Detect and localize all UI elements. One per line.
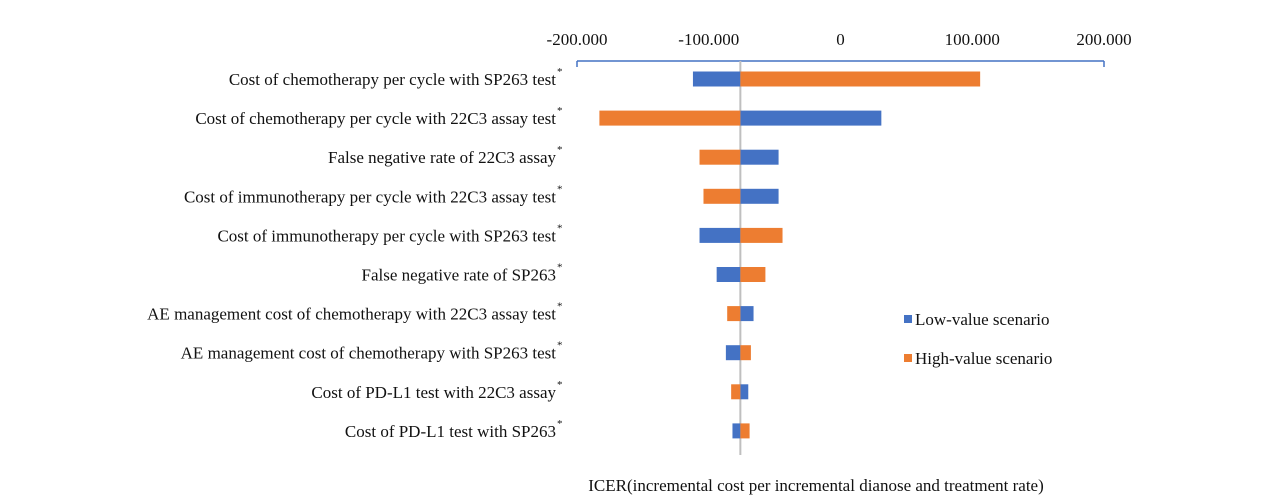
category-label: AE management cost of chemotherapy with …: [147, 305, 556, 324]
category-marker: *: [557, 340, 563, 352]
bar-low-value: [716, 267, 741, 282]
category-label: False negative rate of 22C3 assay: [328, 148, 557, 167]
category-label: Cost of PD-L1 test with SP263: [345, 422, 556, 441]
x-tick-label: -100.000: [678, 30, 739, 49]
legend-swatch-high: [904, 354, 912, 362]
x-tick-label: 200.000: [1076, 30, 1131, 49]
bar-low-value: [699, 227, 741, 243]
category-label: Cost of chemotherapy per cycle with 22C3…: [195, 109, 556, 128]
category-label: Cost of immunotherapy per cycle with 22C…: [184, 187, 556, 206]
category-label: AE management cost of chemotherapy with …: [181, 344, 557, 363]
category-marker: *: [557, 262, 563, 274]
category-marker: *: [557, 144, 563, 156]
category-marker: *: [557, 105, 563, 117]
x-tick-label: 0: [836, 30, 845, 49]
bar-high-value: [727, 306, 741, 322]
bar-low-value: [692, 71, 741, 87]
x-tick-label: 100.000: [945, 30, 1000, 49]
bar-low-value: [732, 423, 741, 439]
bar-high-value: [740, 267, 766, 282]
bar-high-value: [740, 227, 783, 243]
category-label: Cost of immunotherapy per cycle with SP2…: [217, 226, 556, 245]
bar-low-value: [740, 384, 749, 400]
category-label: Cost of chemotherapy per cycle with SP26…: [229, 70, 556, 89]
bar-high-value: [599, 110, 741, 126]
category-marker: *: [557, 222, 563, 234]
bar-low-value: [740, 188, 779, 204]
category-marker: *: [557, 418, 563, 430]
category-marker: *: [557, 183, 563, 195]
bar-high-value: [703, 188, 741, 204]
legend-swatch-low: [904, 315, 912, 323]
category-marker: *: [557, 301, 563, 313]
legend-label-low: Low-value scenario: [915, 310, 1050, 329]
bar-low-value: [740, 110, 882, 126]
bar-high-value: [740, 423, 750, 439]
bar-low-value: [725, 345, 741, 361]
category-label: False negative rate of SP263: [361, 266, 556, 285]
bar-high-value: [740, 345, 751, 361]
bar-high-value: [731, 384, 741, 400]
bar-high-value: [740, 71, 981, 87]
x-tick-label: -200.000: [547, 30, 608, 49]
category-label: Cost of PD-L1 test with 22C3 assay: [311, 383, 556, 402]
category-marker: *: [557, 379, 563, 391]
bar-high-value: [699, 149, 741, 165]
bar-low-value: [740, 149, 779, 165]
legend-label-high: High-value scenario: [915, 349, 1052, 368]
bar-low-value: [740, 306, 754, 322]
category-marker: *: [557, 66, 563, 78]
x-axis-title: ICER(incremental cost per incremental di…: [588, 476, 1044, 495]
